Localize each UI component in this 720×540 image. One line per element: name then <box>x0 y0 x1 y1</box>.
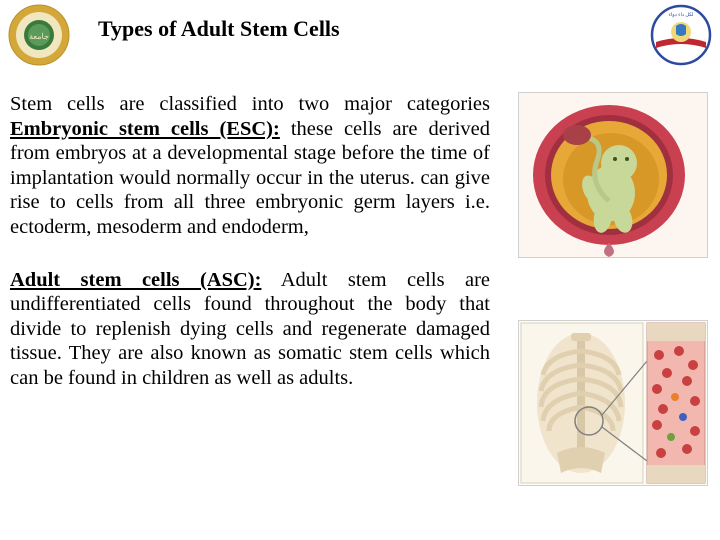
intro-line: Stem cells are classified into two major… <box>10 93 490 115</box>
svg-text:جامعة: جامعة <box>29 32 49 41</box>
asc-term: Adult stem cells (ASC): <box>10 269 261 291</box>
slide-header: جامعة لكل داء دواء Types of Adult Stem C… <box>0 0 720 86</box>
slide-body-text: Stem cells are classified into two major… <box>10 92 490 419</box>
left-institution-logo: جامعة <box>8 4 70 66</box>
embryo-illustration <box>518 92 708 258</box>
right-institution-logo: لكل داء دواء <box>650 4 712 66</box>
slide-title: Types of Adult Stem Cells <box>98 16 340 42</box>
paragraph-asc: Adult stem cells (ASC): Adult stem cells… <box>10 268 490 391</box>
esc-term: Embryonic stem cells (ESC): <box>10 118 280 140</box>
bone-marrow-illustration <box>518 320 708 486</box>
paragraph-esc: Stem cells are classified into two major… <box>10 92 490 240</box>
svg-text:لكل داء دواء: لكل داء دواء <box>669 12 694 18</box>
